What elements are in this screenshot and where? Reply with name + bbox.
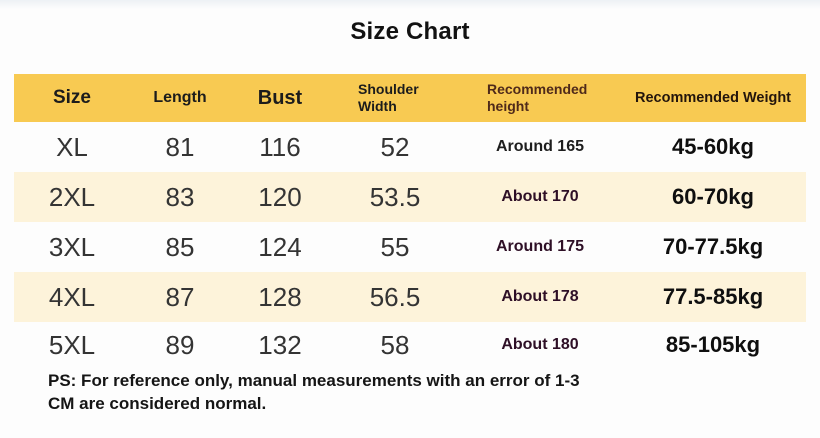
cell-bust: 132 (258, 329, 302, 360)
cell-length: 83 (165, 181, 195, 212)
cell-recommended-weight: 85-105kg (665, 332, 761, 357)
cell-length: 87 (165, 281, 195, 312)
cell-recommended-weight: 70-77.5kg (662, 234, 764, 259)
column-header-shoulder-width: Shoulder Width (330, 81, 460, 114)
cell-shoulder-width: 53.5 (369, 181, 421, 212)
cell-bust: 120 (258, 181, 302, 212)
table-row: 3XL 85 124 55 Around 175 70-77.5kg (14, 222, 806, 272)
column-header-size-label: Size (52, 87, 92, 108)
column-header-recommended-weight: Recommended Weight (620, 90, 806, 106)
footer-note-line-2: CM are considered normal. (48, 394, 267, 413)
cell-recommended-height: Around 165 (495, 138, 584, 155)
table-header-row: Size Length Bust Shoulder Width Recommen… (14, 74, 806, 122)
table-row: 2XL 83 120 53.5 About 170 60-70kg (14, 172, 806, 222)
cell-recommended-height: About 178 (501, 288, 579, 305)
table-row: XL 81 116 52 Around 165 45-60kg (14, 122, 806, 172)
cell-recommended-weight: 77.5-85kg (662, 284, 764, 309)
cell-length: 81 (165, 131, 195, 162)
cell-shoulder-width: 55 (380, 231, 410, 262)
cell-shoulder-width: 58 (380, 329, 410, 360)
column-header-bust-label: Bust (257, 86, 303, 109)
page-title: Size Chart (350, 18, 470, 45)
column-header-bust: Bust (230, 87, 330, 110)
footer-note: PS: For reference only, manual measureme… (48, 369, 648, 415)
column-header-recommended-height-label: Recommended height (487, 80, 588, 114)
cell-bust: 124 (258, 231, 302, 262)
column-header-length: Length (130, 89, 230, 107)
cell-recommended-height: Around 175 (495, 238, 584, 255)
column-header-recommended-height: Recommended height (460, 81, 620, 115)
cell-size: 3XL (48, 231, 96, 262)
cell-length: 89 (165, 329, 195, 360)
cell-recommended-height: About 170 (501, 188, 579, 205)
cell-length: 85 (165, 231, 195, 262)
table-row: 5XL 89 132 58 About 180 85-105kg (14, 322, 806, 368)
cell-size: XL (56, 131, 88, 162)
cell-recommended-height: About 180 (501, 336, 579, 353)
column-header-size: Size (14, 87, 130, 109)
cell-bust: 128 (258, 281, 302, 312)
column-header-length-label: Length (153, 89, 207, 106)
cell-size: 4XL (48, 281, 96, 312)
top-strip (0, 0, 820, 9)
footer-note-line-1: PS: For reference only, manual measureme… (48, 371, 580, 390)
cell-shoulder-width: 56.5 (369, 281, 421, 312)
cell-recommended-weight: 60-70kg (672, 184, 754, 209)
cell-recommended-weight: 45-60kg (672, 134, 754, 159)
cell-size: 5XL (48, 329, 96, 360)
column-header-shoulder-width-label: Shoulder Width (358, 81, 419, 114)
cell-shoulder-width: 52 (380, 131, 410, 162)
cell-bust: 116 (259, 131, 301, 162)
table-row: 4XL 87 128 56.5 About 178 77.5-85kg (14, 272, 806, 322)
column-header-recommended-weight-label: Recommended Weight (634, 90, 792, 106)
cell-size: 2XL (48, 181, 96, 212)
size-chart-table: Size Length Bust Shoulder Width Recommen… (14, 74, 806, 368)
